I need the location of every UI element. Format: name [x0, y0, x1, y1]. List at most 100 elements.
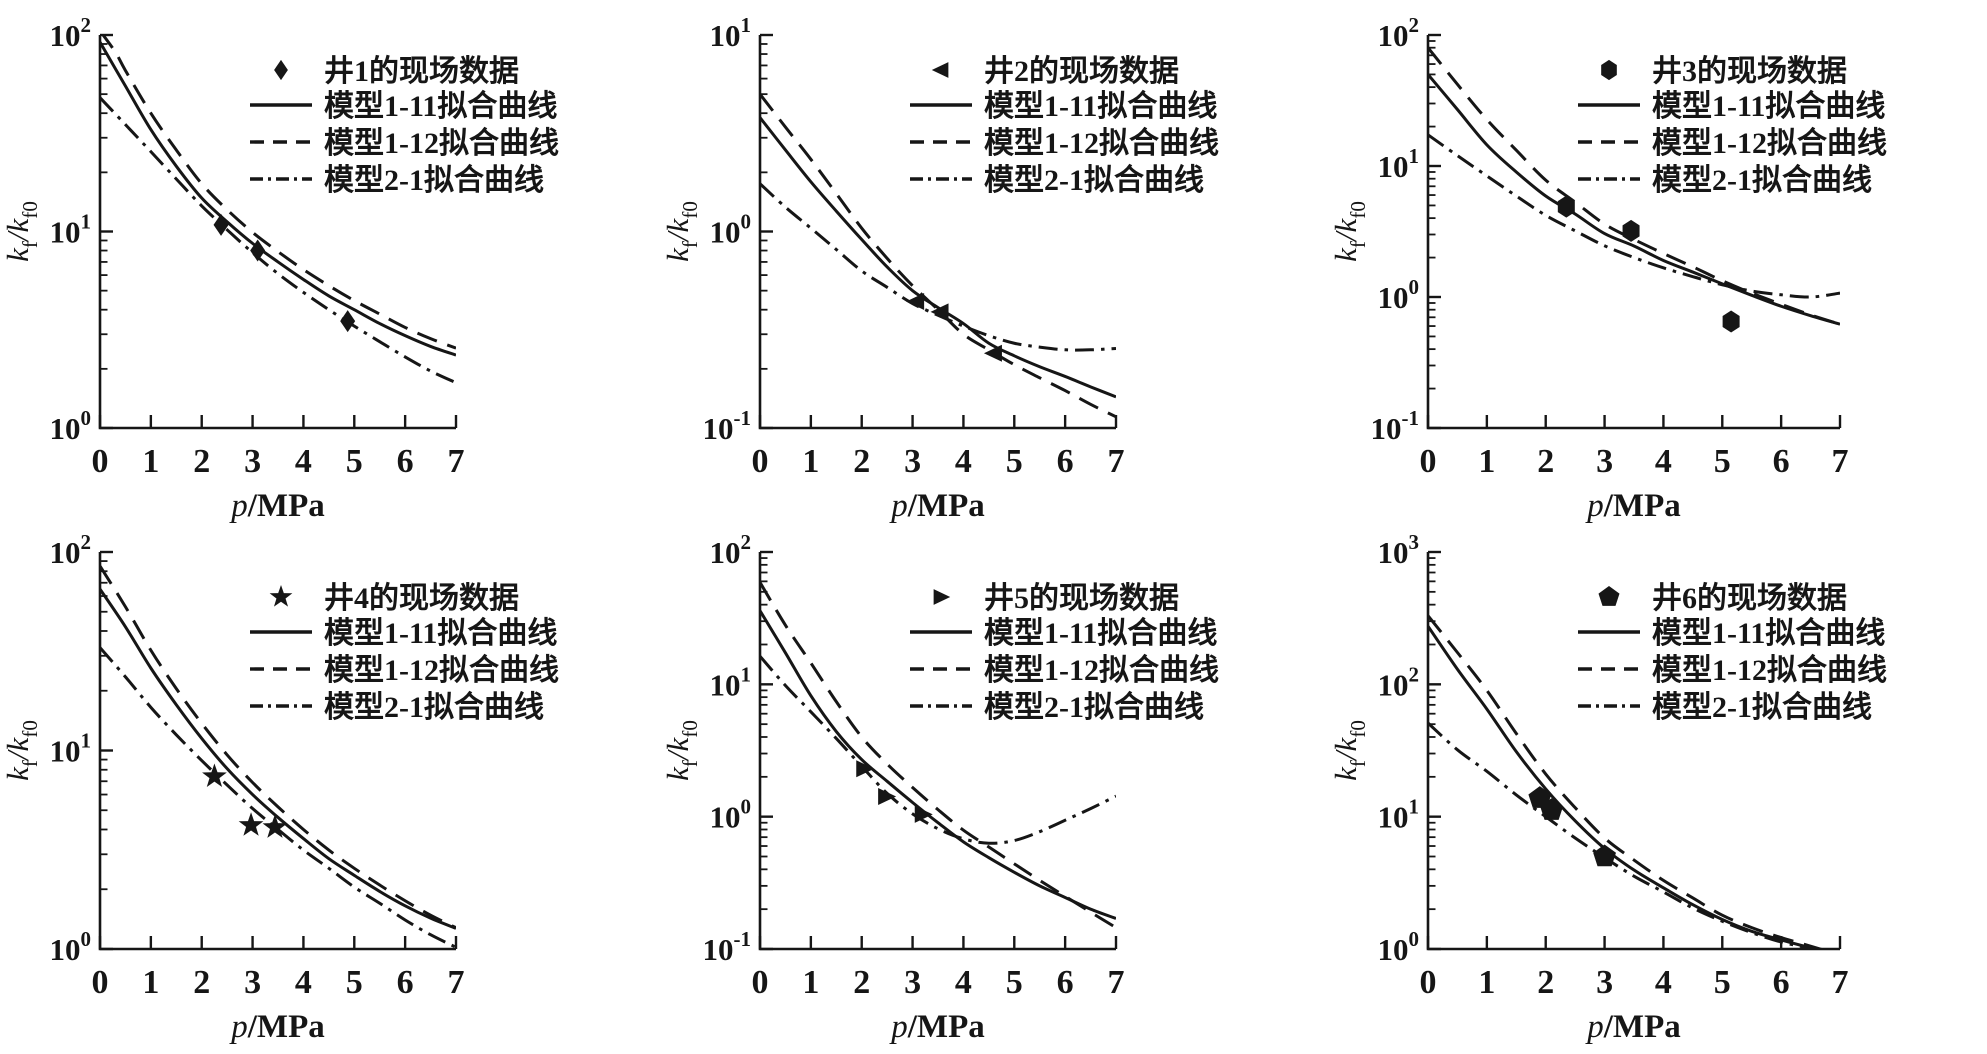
subplot-well-5: 0 1 2 3 4 5 6 7 10-1 100 101 102 井5的现场数据 模型1-11拟合曲线 模型… — [660, 527, 1320, 1054]
y-tick-label: 100 — [710, 210, 752, 250]
x-tick-label: 0 — [752, 443, 769, 480]
data-point-marker-hexagon — [1722, 310, 1740, 333]
legend-model-label: 模型2-1拟合曲线 — [984, 163, 1204, 197]
data-point-marker-pentagon — [1540, 798, 1564, 820]
data-point-marker-diamond — [250, 239, 266, 262]
legend-marker-star — [269, 585, 293, 607]
x-tick-label: 5 — [346, 964, 363, 1001]
chart-well-5: 0 1 2 3 4 5 6 7 10-1 100 101 102 井5的现场数据模型1-11拟合曲线模型… — [660, 530, 1219, 1045]
curve-dashed-model-2 — [760, 581, 1116, 929]
curve-solid-model-1 — [760, 609, 1116, 920]
legend-model-label: 模型1-11拟合曲线 — [984, 89, 1217, 123]
x-tick-label: 4 — [1655, 443, 1672, 480]
x-tick-label: 3 — [1596, 964, 1613, 1001]
y-tick-label: 10-1 — [703, 927, 752, 967]
curve-dashdot-model-3 — [760, 655, 1116, 845]
legend-marker-pentagon — [1598, 585, 1620, 606]
curve-dashed-model-2 — [100, 565, 456, 930]
y-tick-label: 101 — [50, 729, 92, 769]
curve-dashed-model-2 — [101, 35, 456, 350]
data-point-marker-triangle-left — [906, 293, 925, 311]
x-tick-label: 4 — [295, 443, 312, 480]
subplot-well-3: 0 1 2 3 4 5 6 7 10-1 100 101 102 井3的现场数据 模型1-11拟合曲线 模型… — [1320, 0, 1987, 527]
curve-dashdot-model-3 — [760, 182, 1116, 352]
chart-well-2: 0 1 2 3 4 5 6 7 10-1 100 101 井2的现场数据模型1-11拟合曲线模型1-1… — [660, 13, 1219, 524]
chart-well-1: 0 1 2 3 4 5 6 7 100 101 102 井1的现场数据模型1-11拟合曲线模型1-12… — [0, 13, 559, 524]
data-point-marker-diamond — [340, 310, 356, 333]
x-tick-label: 0 — [1420, 443, 1437, 480]
y-tick-label: 101 — [710, 662, 752, 702]
x-tick-label: 6 — [1773, 443, 1790, 480]
legend-model-label: 模型1-12拟合曲线 — [984, 653, 1219, 687]
x-tick-label: 5 — [1714, 443, 1731, 480]
legend-model-label: 模型1-12拟合曲线 — [1652, 653, 1887, 687]
legend-model-label: 模型2-1拟合曲线 — [1652, 690, 1872, 724]
legend-model-label: 模型1-12拟合曲线 — [324, 126, 559, 160]
x-tick-label: 3 — [904, 443, 921, 480]
x-tick-label: 0 — [752, 964, 769, 1001]
chart-well-6: 0 1 2 3 4 5 6 7 100 101 102 103 井6的现场数据模型1-11拟合曲线模型1… — [1328, 530, 1887, 1045]
curve-dashed-model-2 — [1428, 46, 1840, 326]
legend-well-label: 井6的现场数据 — [1652, 582, 1847, 615]
y-tick-label: 100 — [50, 927, 92, 967]
y-tick-label: 102 — [1378, 662, 1420, 702]
curve-solid-model-1 — [100, 41, 456, 357]
x-tick-label: 7 — [1832, 964, 1849, 1001]
legend-marker-triangle-left — [931, 62, 949, 78]
x-tick-label: 3 — [1596, 443, 1613, 480]
data-point-marker-hexagon — [1557, 195, 1575, 218]
x-axis-label: p/MPa — [229, 488, 324, 524]
subplot-well-1: 0 1 2 3 4 5 6 7 100 101 102 井1的现场数据 模型1-11拟合曲线 模型1-12… — [0, 0, 660, 527]
data-point-marker-triangle-left — [983, 344, 1002, 362]
y-tick-label: 10-1 — [703, 406, 752, 446]
data-point-marker-pentagon — [1593, 844, 1616, 867]
x-tick-label: 7 — [1108, 964, 1125, 1001]
y-tick-label: 102 — [50, 530, 92, 570]
legend-model-label: 模型2-1拟合曲线 — [324, 690, 544, 724]
legend-well-label: 井4的现场数据 — [324, 582, 519, 615]
legend-model-label: 模型1-11拟合曲线 — [324, 89, 557, 123]
curve-dashed-model-2 — [1428, 614, 1826, 949]
y-axis-label: kf/kf0 — [660, 201, 702, 262]
legend-marker-diamond — [274, 59, 288, 81]
legend-well-label: 井1的现场数据 — [324, 55, 519, 88]
legend-well-label: 井5的现场数据 — [984, 582, 1179, 615]
curve-solid-model-1 — [760, 116, 1116, 399]
y-tick-label: 100 — [710, 795, 752, 835]
y-tick-label: 101 — [50, 210, 92, 250]
legend-model-label: 模型1-12拟合曲线 — [1652, 126, 1887, 160]
x-tick-label: 5 — [1006, 964, 1023, 1001]
y-tick-label: 101 — [1378, 795, 1420, 835]
x-tick-label: 3 — [244, 964, 261, 1001]
x-tick-label: 1 — [1478, 964, 1495, 1001]
x-tick-label: 6 — [397, 964, 414, 1001]
data-point-marker-triangle-right — [914, 805, 933, 823]
data-point-marker-triangle-right — [856, 760, 875, 778]
x-axis-label: p/MPa — [1585, 488, 1680, 524]
chart-well-4: 0 1 2 3 4 5 6 7 100 101 102 井4的现场数据模型1-11拟合曲线模型1-12… — [0, 530, 559, 1045]
data-point-marker-pentagon — [1528, 786, 1552, 808]
curve-dashdot-model-3 — [100, 646, 456, 949]
data-point-marker-diamond — [213, 213, 229, 236]
legend-model-label: 模型1-11拟合曲线 — [1652, 616, 1885, 650]
x-tick-label: 6 — [1057, 443, 1074, 480]
legend-model-label: 模型1-11拟合曲线 — [1652, 89, 1885, 123]
x-tick-label: 7 — [448, 964, 465, 1001]
data-point-marker-hexagon — [1622, 219, 1640, 242]
x-tick-label: 7 — [448, 443, 465, 480]
curve-solid-model-1 — [100, 588, 456, 930]
y-tick-label: 10-1 — [1371, 406, 1420, 446]
y-tick-label: 101 — [1378, 144, 1420, 184]
x-tick-label: 0 — [92, 443, 109, 480]
x-tick-label: 7 — [1108, 443, 1125, 480]
y-axis-label: kf/kf0 — [1328, 720, 1370, 781]
legend-model-label: 模型1-11拟合曲线 — [984, 616, 1217, 650]
legend-marker-hexagon — [1601, 59, 1617, 81]
y-tick-label: 102 — [710, 530, 752, 570]
data-point-marker-star — [238, 812, 264, 836]
legend-model-label: 模型2-1拟合曲线 — [324, 163, 544, 197]
legend-marker-triangle-right — [933, 589, 951, 605]
x-tick-label: 1 — [802, 443, 819, 480]
legend-well-label: 井3的现场数据 — [1652, 55, 1847, 88]
